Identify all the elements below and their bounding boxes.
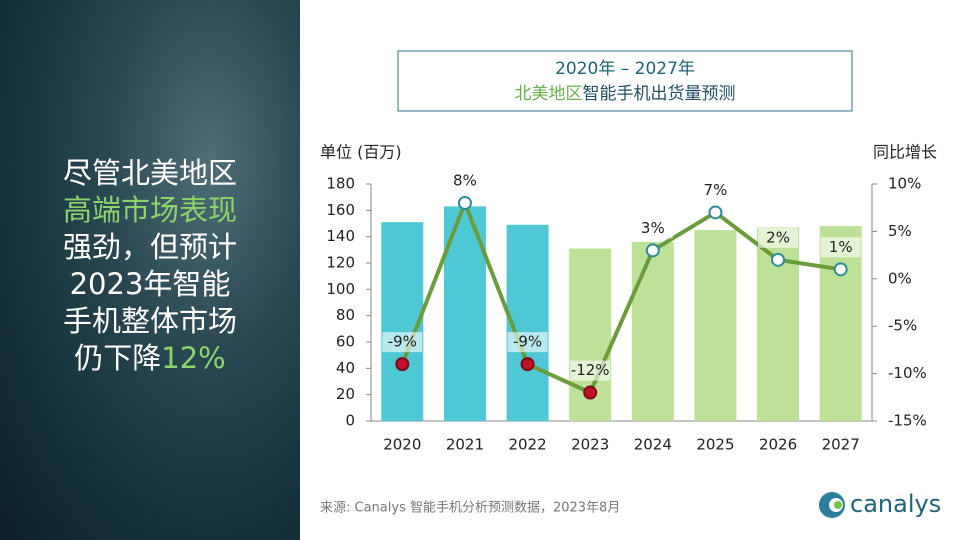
y-tick-label: 140 <box>326 227 355 245</box>
growth-marker <box>520 357 535 372</box>
y2-tick-label: -15% <box>888 412 927 430</box>
y2-tick-label: 10% <box>888 175 921 193</box>
source: 来源: Canalys 智能手机分析预测数据，2023年8月 <box>320 501 620 516</box>
data-label-bg <box>507 332 548 353</box>
y-tick-label: 60 <box>336 333 355 351</box>
y-axis-label: 单位 (百万) <box>320 143 402 162</box>
y-tick-label: 0 <box>345 412 355 430</box>
photo-panel: 尽管北美地区 高端市场表现 强劲，但预计 2023年智能 手机整体市场 仍下降12% <box>0 0 300 540</box>
y-tick-label: 180 <box>326 175 355 193</box>
logo-mark <box>834 501 842 509</box>
chart-title: 2020年 – 2027年 <box>555 59 695 79</box>
y-tick-label: 120 <box>326 254 355 272</box>
x-tick-label: 2026 <box>759 436 797 454</box>
logo: canalys <box>819 490 941 518</box>
headline-line: 2023年智能 <box>20 266 280 303</box>
headline-part: 尽管北美地区 <box>62 156 237 190</box>
x-tick-label: 2027 <box>822 436 860 454</box>
growth-marker <box>771 252 786 267</box>
growth-marker <box>833 262 848 277</box>
data-label-bg <box>632 218 673 239</box>
y-tick-label: 40 <box>336 359 355 377</box>
data-label: -9% <box>513 333 542 351</box>
data-label-bg <box>382 332 423 353</box>
data-label-bg <box>820 237 861 258</box>
data-label-bg <box>444 170 485 191</box>
headline-part: 高端市场表现 <box>62 193 237 227</box>
headline: 尽管北美地区 高端市场表现 强劲，但预计 2023年智能 手机整体市场 仍下降12% <box>20 155 280 377</box>
y2-tick-label: -5% <box>888 317 917 335</box>
headline-line: 手机整体市场 <box>20 303 280 340</box>
growth-marker <box>395 357 410 372</box>
data-label: 1% <box>829 238 853 256</box>
y2-axis-label: 同比增长 <box>873 143 937 162</box>
bar <box>381 222 424 421</box>
headline-line: 高端市场表现 <box>20 192 280 229</box>
x-tick-label: 2023 <box>571 436 609 454</box>
growth-marker <box>457 195 472 210</box>
y-tick-label: 20 <box>336 385 355 403</box>
title-box <box>397 50 853 112</box>
x-tick-label: 2024 <box>634 436 672 454</box>
data-label: -9% <box>388 333 417 351</box>
headline-part: 仍下降 <box>74 341 162 375</box>
headline-line: 尽管北美地区 <box>20 155 280 192</box>
headline-part: 手机整体市场 <box>62 304 237 338</box>
chart-subtitle: 北美地区智能手机出货量预测 <box>515 84 736 104</box>
headline-part: 强劲，但预计 <box>62 230 237 264</box>
x-tick-label: 2022 <box>508 436 546 454</box>
headline-line: 仍下降12% <box>20 340 280 377</box>
subtitle-part: 北美地区 <box>515 84 583 104</box>
logo-text: canalys <box>850 490 941 518</box>
growth-marker <box>583 385 598 400</box>
x-tick-label: 2021 <box>446 436 484 454</box>
data-label-bg <box>758 227 799 248</box>
y2-tick-label: -10% <box>888 364 927 382</box>
headline-line: 强劲，但预计 <box>20 229 280 266</box>
growth-marker <box>708 205 723 220</box>
x-tick-label: 2025 <box>696 436 734 454</box>
data-label: -12% <box>571 361 610 379</box>
data-label: 2% <box>766 228 790 246</box>
data-label-bg <box>570 360 611 381</box>
growth-line <box>400 197 841 396</box>
data-label-bg <box>695 180 736 201</box>
data-label: 7% <box>704 181 728 199</box>
y-tick-label: 80 <box>336 306 355 324</box>
x-tick-label: 2020 <box>383 436 421 454</box>
growth-marker <box>645 243 660 258</box>
data-label: 8% <box>453 171 477 189</box>
y2-tick-label: 5% <box>888 222 912 240</box>
y-tick-label: 100 <box>326 280 355 298</box>
bar <box>631 241 674 421</box>
bar <box>819 226 862 421</box>
bar <box>694 230 737 421</box>
subtitle-part: 智能手机出货量预测 <box>583 84 736 104</box>
y2-tick-label: 0% <box>888 269 912 287</box>
y-tick-label: 160 <box>326 201 355 219</box>
headline-part: 2023年智能 <box>69 267 231 301</box>
data-label: 3% <box>641 219 665 237</box>
headline-part: 12% <box>161 341 226 375</box>
